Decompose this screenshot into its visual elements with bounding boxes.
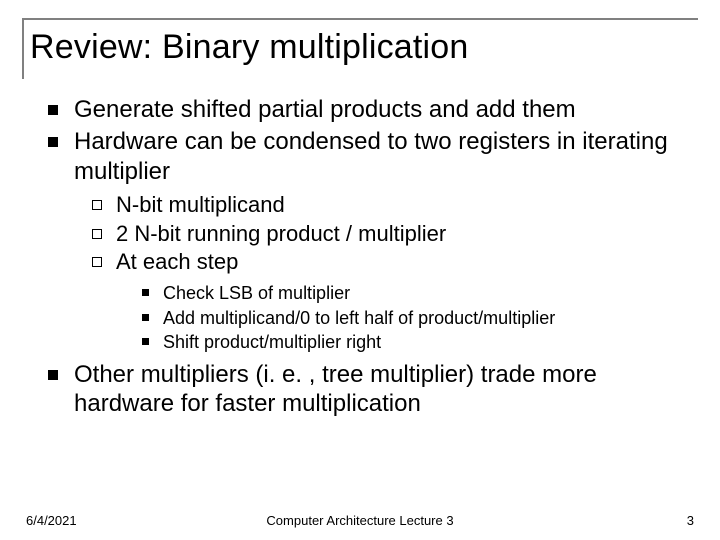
square-bullet-icon bbox=[48, 370, 58, 380]
list-item: Shift product/multiplier right bbox=[30, 331, 698, 354]
bullet-text: Generate shifted partial products and ad… bbox=[74, 95, 576, 124]
title-box: Review: Binary multiplication bbox=[22, 18, 698, 79]
slide: Review: Binary multiplication Generate s… bbox=[0, 0, 720, 540]
slide-title: Review: Binary multiplication bbox=[30, 28, 698, 67]
list-item: Add multiplicand/0 to left half of produ… bbox=[30, 307, 698, 330]
bullet-text: 2 N-bit running product / multiplier bbox=[116, 221, 446, 248]
footer-title: Computer Architecture Lecture 3 bbox=[266, 513, 453, 528]
bullet-text: Other multipliers (i. e. , tree multipli… bbox=[74, 360, 698, 419]
list-item: Hardware can be condensed to two registe… bbox=[30, 127, 698, 186]
list-item: Generate shifted partial products and ad… bbox=[30, 95, 698, 124]
list-item: Check LSB of multiplier bbox=[30, 282, 698, 305]
small-square-bullet-icon bbox=[142, 289, 149, 296]
hollow-square-bullet-icon bbox=[92, 229, 102, 239]
bullet-text: N-bit multiplicand bbox=[116, 192, 285, 219]
list-item: 2 N-bit running product / multiplier bbox=[30, 221, 698, 248]
list-item: Other multipliers (i. e. , tree multipli… bbox=[30, 360, 698, 419]
list-item: N-bit multiplicand bbox=[30, 192, 698, 219]
hollow-square-bullet-icon bbox=[92, 200, 102, 210]
footer-page-number: 3 bbox=[687, 513, 694, 528]
bullet-text: Hardware can be condensed to two registe… bbox=[74, 127, 698, 186]
square-bullet-icon bbox=[48, 137, 58, 147]
bullet-text: Add multiplicand/0 to left half of produ… bbox=[163, 307, 555, 330]
slide-body: Generate shifted partial products and ad… bbox=[22, 95, 698, 418]
small-square-bullet-icon bbox=[142, 314, 149, 321]
small-square-bullet-icon bbox=[142, 338, 149, 345]
square-bullet-icon bbox=[48, 105, 58, 115]
slide-footer: 6/4/2021 Computer Architecture Lecture 3… bbox=[0, 513, 720, 528]
bullet-text: Shift product/multiplier right bbox=[163, 331, 381, 354]
list-item: At each step bbox=[30, 249, 698, 276]
hollow-square-bullet-icon bbox=[92, 257, 102, 267]
footer-date: 6/4/2021 bbox=[26, 513, 77, 528]
bullet-text: At each step bbox=[116, 249, 238, 276]
bullet-text: Check LSB of multiplier bbox=[163, 282, 350, 305]
